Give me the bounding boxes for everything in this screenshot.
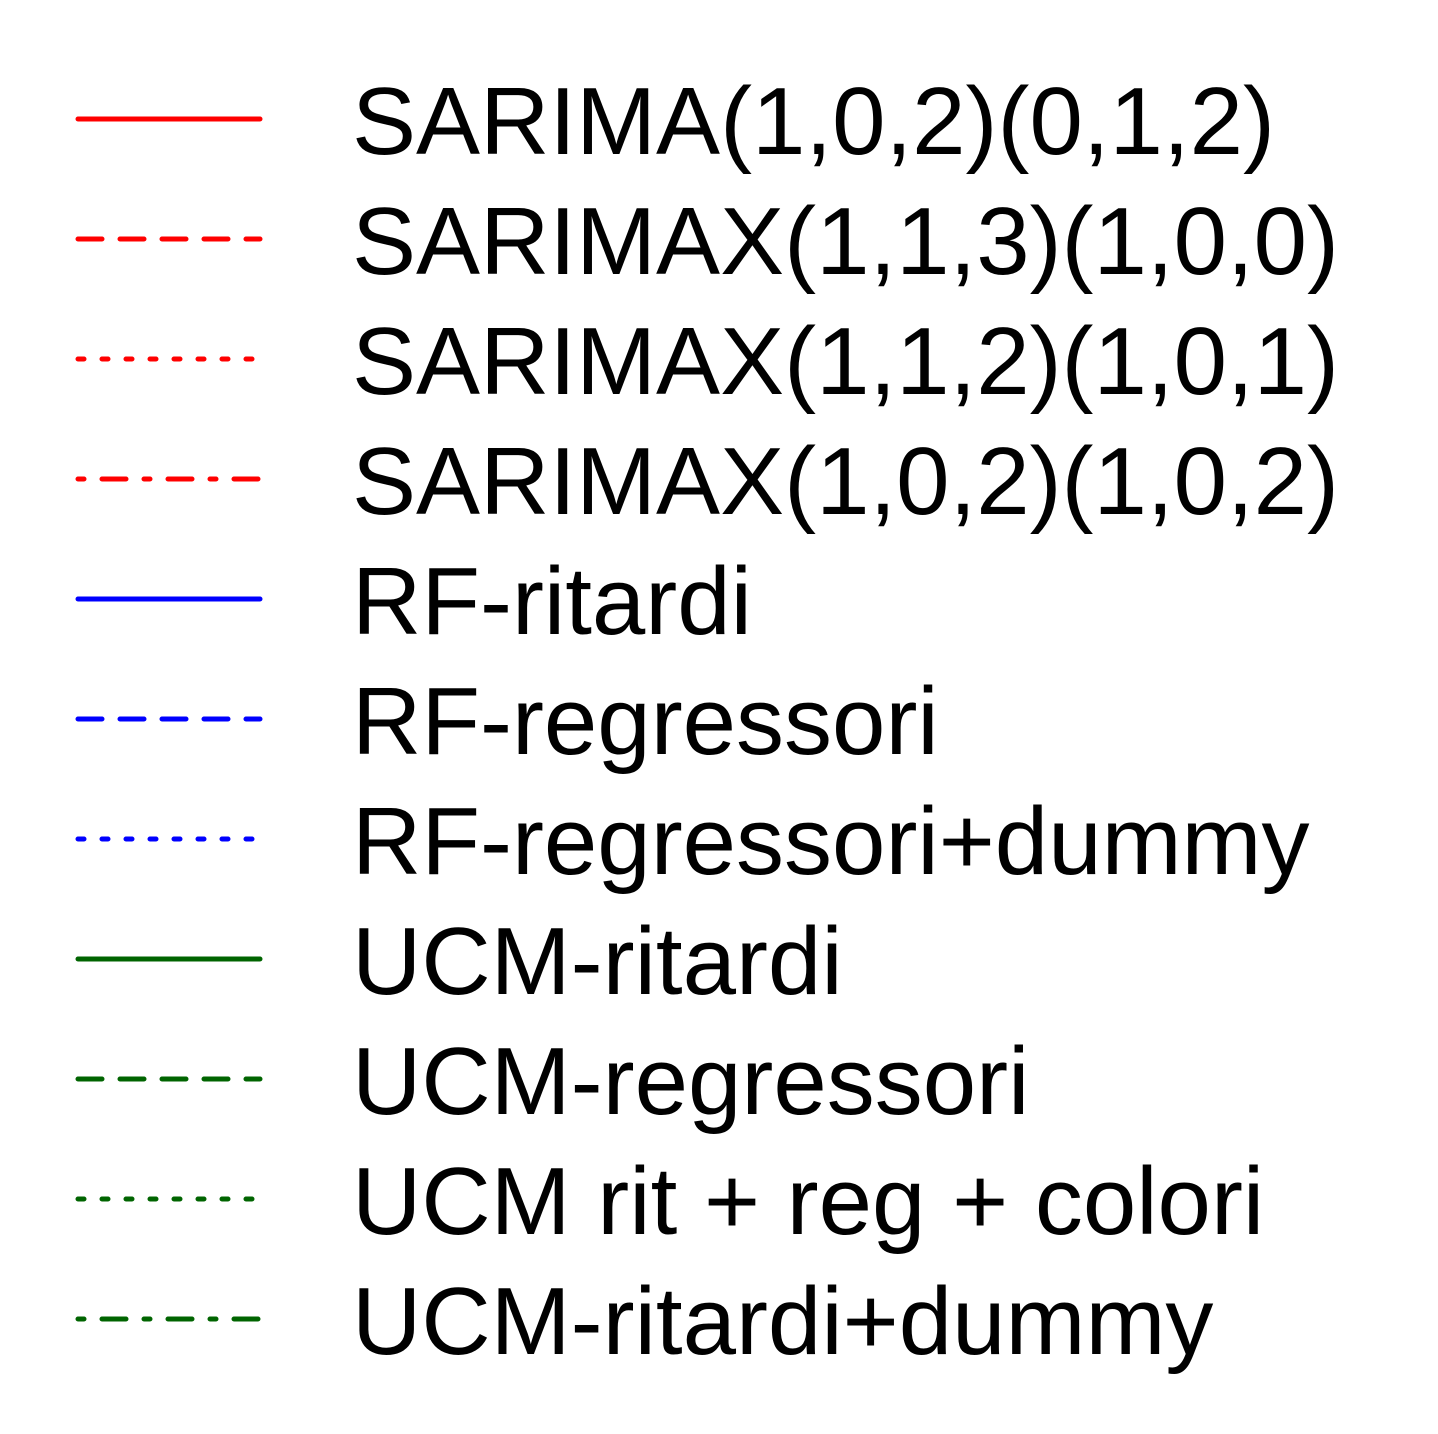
legend-label: RF-regressori+dummy	[352, 788, 1310, 895]
legend-entry: RF-regressori+dummy	[75, 788, 1310, 895]
legend-label: SARIMAX(1,1,2)(1,0,1)	[352, 308, 1339, 415]
legend-label: SARIMAX(1,0,2)(1,0,2)	[352, 428, 1339, 535]
legend-entry: SARIMAX(1,0,2)(1,0,2)	[75, 428, 1339, 535]
legend-entry: UCM-ritardi	[75, 908, 843, 1015]
legend-label: UCM rit + reg + colori	[352, 1148, 1264, 1255]
legend-entry: UCM-regressori	[75, 1028, 1029, 1135]
legend-label: RF-regressori	[352, 668, 939, 775]
legend-entry: RF-regressori	[75, 668, 939, 775]
legend-entry: SARIMA(1,0,2)(0,1,2)	[75, 68, 1275, 175]
legend-label: UCM-ritardi+dummy	[352, 1268, 1213, 1375]
legend-label: SARIMA(1,0,2)(0,1,2)	[352, 68, 1275, 175]
legend-entry: UCM rit + reg + colori	[75, 1148, 1264, 1255]
legend-entry: SARIMAX(1,1,2)(1,0,1)	[75, 308, 1339, 415]
legend-label: UCM-regressori	[352, 1028, 1029, 1135]
legend-entry: SARIMAX(1,1,3)(1,0,0)	[75, 188, 1339, 295]
legend-label: RF-ritardi	[352, 548, 752, 655]
legend-label: SARIMAX(1,1,3)(1,0,0)	[352, 188, 1339, 295]
legend-entry: UCM-ritardi+dummy	[75, 1268, 1213, 1375]
legend-entries: SARIMA(1,0,2)(0,1,2) SARIMAX(1,1,3)(1,0,0…	[75, 68, 1339, 1375]
legend-label: UCM-ritardi	[352, 908, 843, 1015]
legend-entry: RF-ritardi	[75, 548, 752, 655]
